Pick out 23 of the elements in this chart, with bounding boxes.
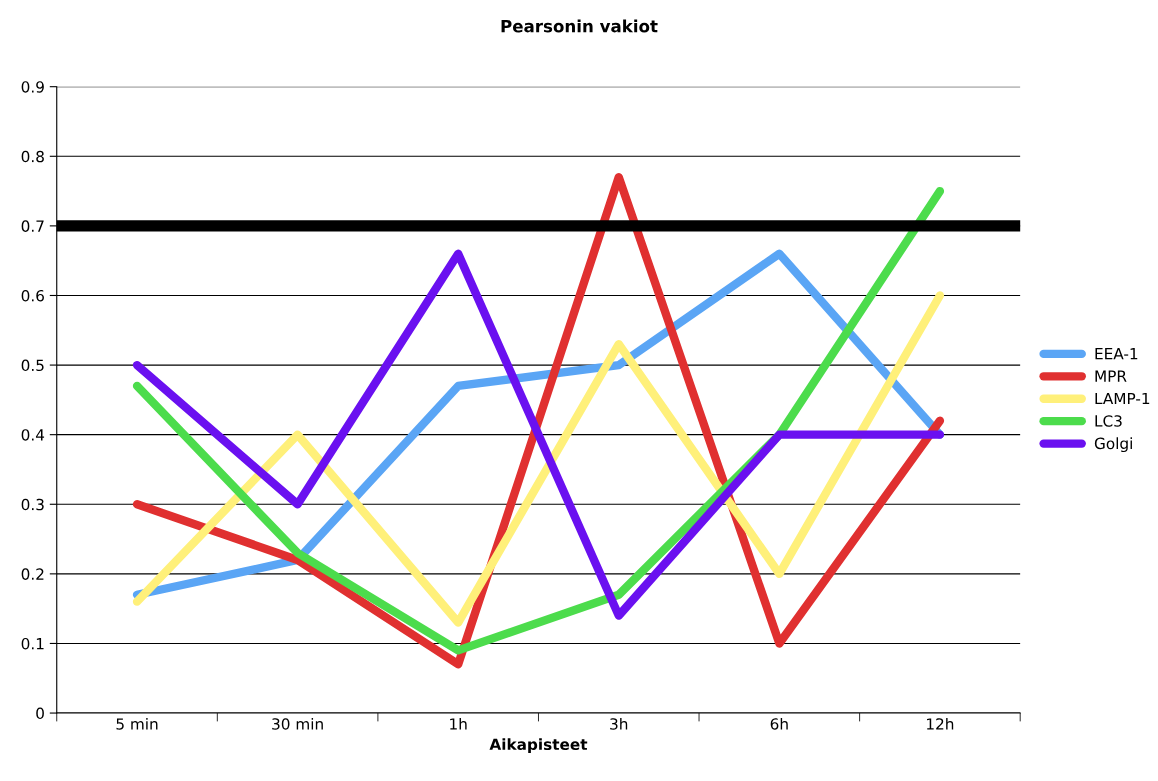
x-tick-label: 12h bbox=[927, 717, 954, 730]
x-axis-title: Aikapisteet bbox=[489, 738, 588, 754]
y-tick-label: 0.8 bbox=[21, 150, 44, 163]
legend-label: EEA-1 bbox=[1095, 348, 1138, 360]
x-tick-label: 3h bbox=[610, 717, 628, 730]
chart-title: Pearsonin vakiot bbox=[501, 19, 658, 33]
x-tick-label: 1h bbox=[450, 717, 467, 730]
y-tick-label: 0.4 bbox=[21, 429, 45, 441]
legend-label: Golgi bbox=[1094, 437, 1132, 453]
legend-label: LC3 bbox=[1095, 415, 1122, 427]
y-tick-label: 0.9 bbox=[21, 81, 44, 93]
x-tick-label: 5 min bbox=[116, 717, 158, 730]
y-tick-label: 0.2 bbox=[21, 568, 44, 580]
y-tick-label: 0.1 bbox=[21, 637, 44, 650]
legend-label: MPR bbox=[1095, 370, 1127, 382]
y-tick-label: 0.3 bbox=[21, 498, 44, 511]
y-tick-label: 0.6 bbox=[21, 289, 44, 302]
y-tick-label: 0.7 bbox=[21, 220, 44, 232]
y-tick-label: 0.5 bbox=[21, 359, 44, 372]
x-tick-label: 30 min bbox=[272, 717, 323, 730]
y-tick-label: 0 bbox=[36, 707, 44, 720]
legend-label: LAMP-1 bbox=[1095, 392, 1150, 405]
x-tick-label: 6h bbox=[770, 717, 788, 730]
